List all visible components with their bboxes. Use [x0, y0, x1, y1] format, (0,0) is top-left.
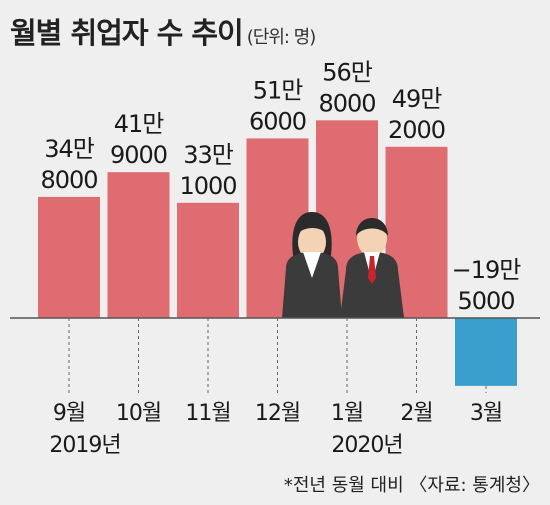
office-workers-illustration	[282, 212, 404, 318]
value-label-1-line2: 8000	[40, 166, 97, 194]
value-label-7-line1: −19만	[452, 256, 522, 284]
x-tick-label-7: 3월	[470, 401, 502, 426]
unit-label: (단위: 명)	[246, 27, 317, 48]
value-label-2-line1: 41만	[114, 110, 165, 138]
value-label-1-line1: 34만	[44, 135, 95, 163]
value-label-4-line1: 51만	[253, 76, 304, 104]
bar-2	[107, 172, 170, 318]
x-tick-label-4: 12월	[255, 401, 300, 426]
value-label-4-line2: 6000	[249, 107, 306, 135]
year-label-2020: 2020년	[331, 433, 402, 458]
value-label-6-line1: 49만	[392, 85, 443, 113]
x-tick-label-6: 2월	[400, 401, 432, 426]
x-tick-label-3: 11월	[185, 401, 230, 426]
value-label-2-line2: 9000	[110, 141, 167, 169]
x-tick-label-2: 10월	[116, 401, 161, 426]
value-label-5-line1: 56만	[322, 58, 373, 86]
value-label-7-line2: 5000	[457, 287, 514, 315]
year-label-2019: 2019년	[49, 433, 120, 458]
footnote: *전년 동월 대비 〈자료: 통계청〉	[283, 475, 540, 496]
bar-3	[177, 202, 239, 318]
title-text: 월별 취업자 수 추이	[10, 16, 244, 50]
x-tick-label-5: 1월	[331, 401, 363, 426]
value-label-3-line1: 33만	[183, 141, 234, 169]
value-label-3-line2: 1000	[179, 172, 236, 200]
chart-title: 월별 취업자 수 추이 (단위: 명)	[10, 10, 317, 52]
value-label-5-line2: 8000	[318, 89, 375, 117]
bar-7	[455, 318, 517, 386]
bar-1	[38, 196, 100, 318]
value-label-6-line2: 2000	[388, 116, 445, 144]
x-tick-label-1: 9월	[53, 401, 85, 426]
